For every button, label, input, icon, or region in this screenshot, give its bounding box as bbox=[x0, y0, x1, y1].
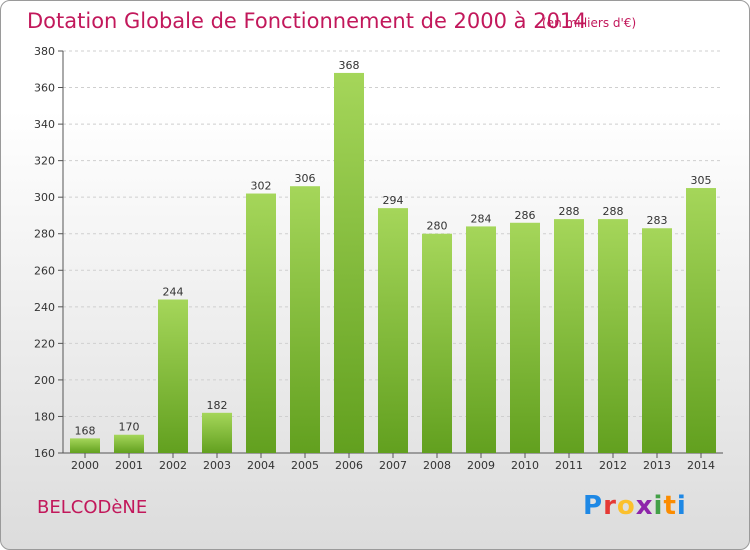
data-label: 280 bbox=[427, 220, 448, 233]
bar bbox=[290, 186, 320, 453]
data-label: 283 bbox=[647, 214, 668, 227]
proxiti-logo: Proxiti bbox=[583, 491, 687, 521]
x-tick-label: 2014 bbox=[687, 459, 715, 472]
data-label: 284 bbox=[471, 212, 492, 225]
bar bbox=[598, 219, 628, 453]
brand-letter: i bbox=[676, 491, 687, 521]
bar bbox=[202, 412, 232, 453]
x-tick-label: 2012 bbox=[599, 459, 627, 472]
brand-letter: P bbox=[583, 491, 604, 521]
y-tick-label: 360 bbox=[34, 82, 55, 95]
brand-letter: r bbox=[603, 491, 617, 521]
brand-letter: i bbox=[653, 491, 664, 521]
bar bbox=[114, 434, 144, 453]
x-tick-label: 2001 bbox=[115, 459, 143, 472]
data-label: 306 bbox=[295, 172, 316, 185]
brand-letter: x bbox=[635, 491, 654, 521]
x-tick-label: 2002 bbox=[159, 459, 187, 472]
y-tick-label: 300 bbox=[34, 191, 55, 204]
data-label: 288 bbox=[603, 205, 624, 218]
y-tick-label: 380 bbox=[34, 45, 55, 58]
bar bbox=[378, 208, 408, 453]
x-tick-label: 2009 bbox=[467, 459, 495, 472]
chart-title: Dotation Globale de Fonctionnement de 20… bbox=[27, 9, 587, 33]
data-label: 244 bbox=[163, 286, 184, 299]
data-label: 294 bbox=[383, 194, 404, 207]
x-tick-label: 2007 bbox=[379, 459, 407, 472]
bar bbox=[466, 226, 496, 453]
data-label: 286 bbox=[515, 209, 536, 222]
data-label: 170 bbox=[119, 421, 140, 434]
x-tick-label: 2003 bbox=[203, 459, 231, 472]
data-label: 168 bbox=[75, 424, 96, 437]
y-tick-label: 280 bbox=[34, 228, 55, 241]
bar bbox=[70, 438, 100, 453]
x-tick-label: 2008 bbox=[423, 459, 451, 472]
x-tick-label: 2005 bbox=[291, 459, 319, 472]
data-label: 368 bbox=[339, 59, 360, 72]
bar bbox=[334, 72, 364, 453]
bar bbox=[422, 233, 452, 453]
commune-name: BELCODèNE bbox=[37, 497, 148, 518]
y-tick-label: 160 bbox=[34, 447, 55, 460]
y-tick-label: 320 bbox=[34, 155, 55, 168]
data-label: 288 bbox=[559, 205, 580, 218]
data-label: 305 bbox=[691, 174, 712, 187]
y-tick-label: 220 bbox=[34, 337, 55, 350]
chart-subtitle: (en milliers d'€) bbox=[542, 16, 637, 30]
y-tick-label: 260 bbox=[34, 264, 55, 277]
bar bbox=[642, 228, 672, 453]
data-label: 182 bbox=[207, 399, 228, 412]
x-tick-label: 2004 bbox=[247, 459, 275, 472]
y-tick-label: 240 bbox=[34, 301, 55, 314]
x-tick-label: 2010 bbox=[511, 459, 539, 472]
y-tick-label: 180 bbox=[34, 410, 55, 423]
y-tick-label: 340 bbox=[34, 118, 55, 131]
x-tick-label: 2011 bbox=[555, 459, 583, 472]
brand-letter: t bbox=[663, 491, 677, 521]
x-tick-label: 2006 bbox=[335, 459, 363, 472]
bar bbox=[510, 222, 540, 453]
brand-letter: o bbox=[616, 491, 636, 521]
y-tick-label: 200 bbox=[34, 374, 55, 387]
x-tick-label: 2013 bbox=[643, 459, 671, 472]
bar bbox=[686, 188, 716, 453]
bar bbox=[158, 299, 188, 453]
bar bbox=[554, 219, 584, 453]
bar bbox=[246, 193, 276, 453]
data-label: 302 bbox=[251, 180, 272, 193]
x-tick-label: 2000 bbox=[71, 459, 99, 472]
